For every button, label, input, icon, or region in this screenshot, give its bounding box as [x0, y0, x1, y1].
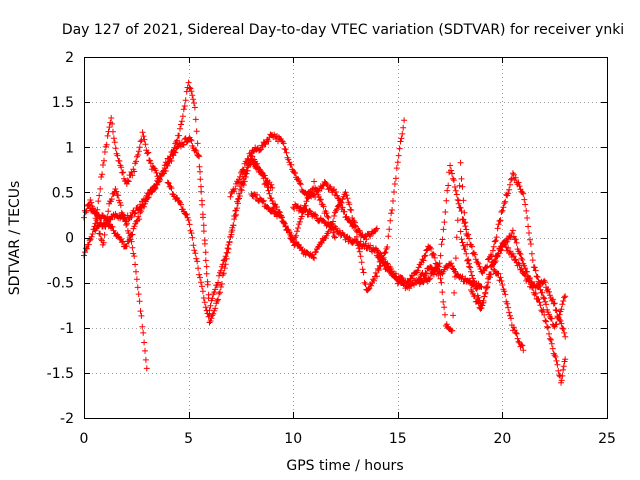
series-markers [373, 159, 527, 354]
x-tick-label: 10 [284, 431, 302, 447]
series-markers [85, 79, 213, 318]
x-tick-label: 15 [389, 431, 407, 447]
y-tick-label: 1 [65, 140, 74, 156]
x-axis-label: GPS time / hours [286, 458, 403, 474]
series-arc-7 [248, 117, 408, 294]
series-markers [164, 153, 338, 326]
y-tick-label: 0 [65, 231, 74, 247]
x-tick-label: 5 [184, 431, 193, 447]
axis-ticks: 0 5 10 15 20 25 -2 -1.5 -1 -0.5 0 0.5 1 1.5 2 [47, 50, 616, 447]
series-markers [248, 117, 408, 294]
x-tick-label: 25 [598, 431, 616, 447]
series-arc-5 [164, 153, 338, 326]
y-axis-label: SDTVAR / TECUs [7, 181, 23, 296]
series-arc-9 [373, 159, 527, 354]
x-tick-label: 0 [80, 431, 89, 447]
series-markers [227, 131, 380, 243]
chart-title: Day 127 of 2021, Sidereal Day-to-day VTE… [62, 22, 624, 38]
y-tick-label: -2 [60, 411, 74, 427]
y-tick-label: -1 [60, 321, 74, 337]
series-arc-6 [227, 131, 380, 243]
x-tick-label: 20 [493, 431, 511, 447]
y-tick-label: 0.5 [52, 185, 74, 201]
y-tick-label: 2 [65, 50, 74, 66]
series-markers [488, 227, 569, 340]
data-points [81, 79, 569, 386]
series-arc-12 [488, 227, 569, 340]
series-arc-10 [415, 162, 569, 330]
series-arc-3 [85, 79, 213, 318]
y-tick-label: 1.5 [52, 95, 74, 111]
y-tick-label: -0.5 [47, 276, 74, 292]
y-tick-label: -1.5 [47, 366, 74, 382]
series-markers [415, 162, 569, 330]
